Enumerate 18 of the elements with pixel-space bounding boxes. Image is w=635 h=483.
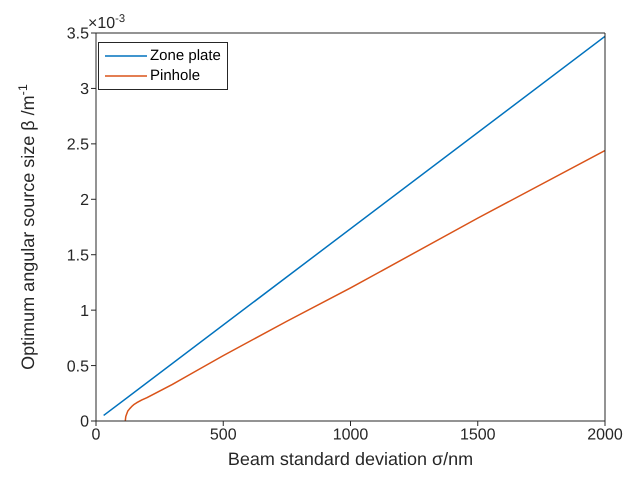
- y-tick-label: 3.5: [66, 26, 90, 43]
- line-series: [124, 150, 605, 421]
- x-tick-label: 0: [92, 426, 101, 444]
- y-tick-label: 0: [80, 414, 90, 431]
- y-tick-label: 1.5: [66, 247, 90, 264]
- x-tick-label: 500: [210, 426, 237, 444]
- text: ×10$^{-3}$: [88, 13, 126, 32]
- x-axis-title: Beam standard deviation σ/nm: [228, 449, 474, 469]
- x-tick-label: 1500: [460, 426, 496, 444]
- y-tick-label: 3: [80, 81, 90, 98]
- y-tick-label: 2.5: [66, 136, 90, 154]
- y-tick-label: 1: [80, 302, 90, 320]
- x-tick-label: 2000: [587, 426, 623, 444]
- legend-label: Zone plate: [150, 46, 221, 66]
- y-tick-label: 0.5: [66, 358, 90, 376]
- legend-label: Pinhole: [150, 66, 200, 86]
- x-tick-label: 1000: [332, 426, 368, 444]
- y-tick-label: 2: [80, 192, 90, 209]
